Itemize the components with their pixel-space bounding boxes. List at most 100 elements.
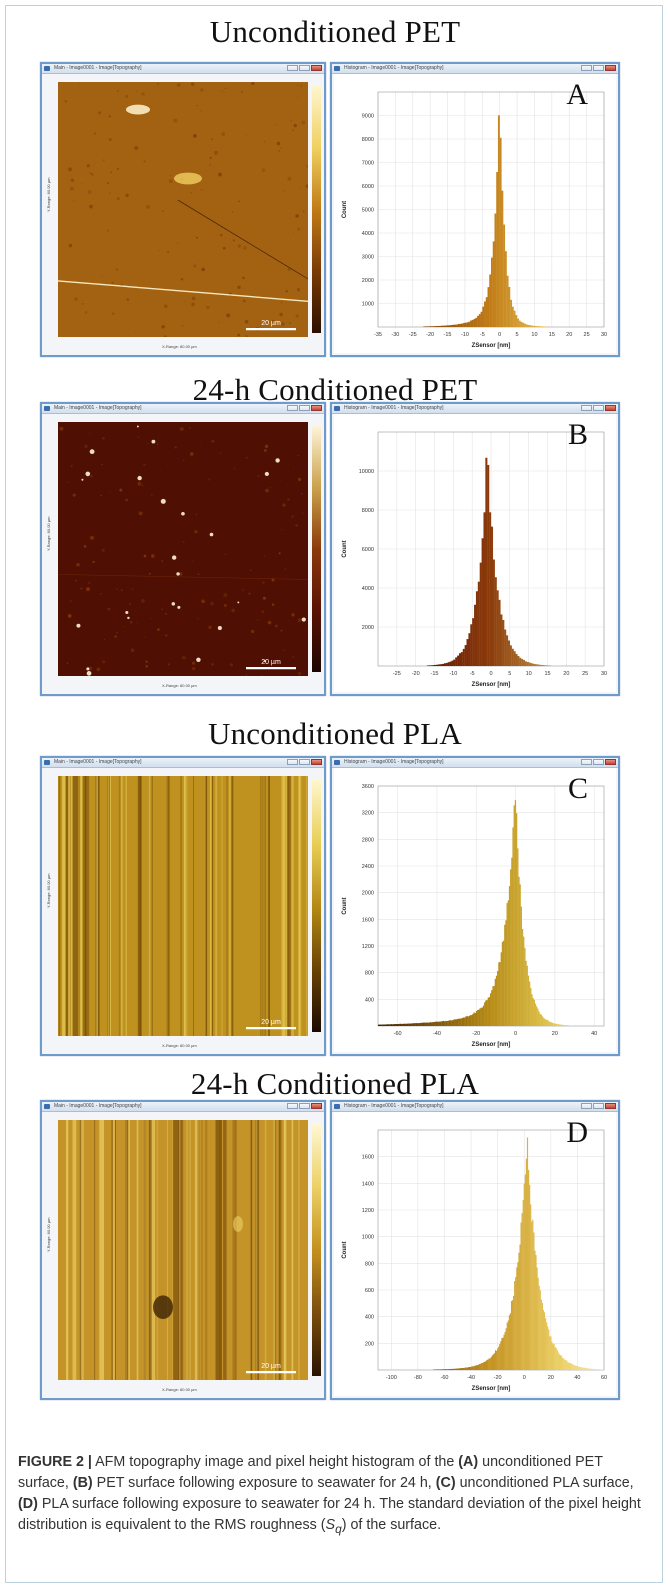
maximize-button[interactable] [593, 759, 604, 765]
histogram-bar [459, 323, 462, 327]
maximize-button[interactable] [593, 1103, 604, 1109]
maximize-button[interactable] [299, 1103, 310, 1109]
x-tick-label: 0 [498, 332, 501, 338]
histogram-bar [507, 1320, 509, 1370]
histogram-bar [466, 322, 469, 327]
x-tick-label: 20 [552, 1031, 558, 1037]
histogram-bar [441, 1021, 443, 1026]
surface-grain [96, 667, 101, 672]
histogram-bar [497, 1348, 499, 1370]
histogram-bar [518, 1252, 520, 1370]
minimize-button[interactable] [287, 65, 298, 71]
histogram-bar [525, 324, 528, 327]
maximize-button[interactable] [593, 65, 604, 71]
histogram-bar [560, 1355, 563, 1370]
histogram-bar [497, 115, 500, 327]
surface-grain [102, 437, 105, 440]
surface-grain [148, 572, 151, 575]
histogram-bar [473, 318, 476, 327]
histogram-bar [539, 1013, 541, 1026]
caption-part: (C) [435, 1475, 456, 1491]
histogram-bar [488, 1358, 490, 1370]
surface-grain [292, 232, 294, 233]
close-button[interactable] [311, 405, 322, 411]
minimize-button[interactable] [581, 405, 592, 411]
histogram-bar [454, 1019, 456, 1026]
histogram-bar [451, 1368, 453, 1370]
surface-streak [70, 776, 73, 1036]
surface-streak [138, 776, 142, 1036]
y-tick-label: 1200 [362, 944, 374, 950]
surface-grain [201, 267, 205, 272]
caption-part: q [335, 1521, 342, 1536]
surface-particle [275, 458, 280, 463]
minimize-button[interactable] [581, 1103, 592, 1109]
maximize-button[interactable] [593, 405, 604, 411]
close-button[interactable] [605, 65, 616, 71]
y-axis-label: Count [342, 540, 348, 557]
surface-grain [297, 84, 299, 86]
surface-grain [245, 674, 248, 676]
y-range-label: Y-Range: 80.00 µm [46, 1217, 51, 1252]
surface-streak [96, 776, 98, 1036]
surface-streak [111, 1120, 114, 1380]
panel-letter: D [566, 1116, 588, 1149]
y-axis-label: Count [342, 897, 348, 914]
close-button[interactable] [605, 759, 616, 765]
histogram-bar [470, 320, 473, 327]
histogram-bar [502, 620, 505, 666]
topography-background [58, 776, 308, 1036]
minimize-button[interactable] [287, 1103, 298, 1109]
histogram-bar [435, 326, 438, 327]
histogram-bar [447, 1369, 449, 1370]
surface-grain [88, 666, 93, 671]
maximize-button[interactable] [299, 405, 310, 411]
x-tick-label: -60 [440, 1375, 448, 1381]
histogram-bar [583, 1367, 585, 1370]
surface-grain [125, 94, 129, 98]
surface-particle [137, 475, 142, 481]
histogram-bar [486, 1359, 488, 1370]
surface-grain [193, 264, 197, 268]
histogram-bar [457, 655, 460, 666]
minimize-button[interactable] [287, 405, 298, 411]
close-button[interactable] [311, 1103, 322, 1109]
surface-streak [181, 1120, 183, 1380]
histogram-bar [561, 1357, 564, 1370]
close-button[interactable] [605, 1103, 616, 1109]
histogram-bar [444, 325, 446, 327]
histogram-bar [458, 1368, 461, 1370]
histogram-bar [440, 1021, 442, 1026]
afm-image-window: Main - Image0001 - Image[Topography] 20 µ… [40, 402, 326, 696]
surface-streak [180, 776, 182, 1036]
close-button[interactable] [605, 405, 616, 411]
surface-streak [229, 776, 232, 1036]
histogram-bar [442, 325, 445, 327]
histogram-bar [535, 1255, 537, 1370]
histogram-bar [487, 997, 489, 1026]
x-tick-label: -20 [494, 1375, 502, 1381]
minimize-button[interactable] [581, 759, 592, 765]
histogram-bar [483, 512, 486, 666]
surface-grain [84, 310, 88, 314]
close-button[interactable] [311, 65, 322, 71]
histogram-bar [462, 1367, 464, 1370]
surface-grain [237, 244, 241, 248]
surface-grain [165, 612, 167, 615]
histogram-bar [447, 1020, 449, 1026]
surface-grain [90, 474, 93, 478]
histogram-plot-area: -25 -20 -15 -10 -5 0 5 10 15 20 25 30 2000 4000 6000 80… [334, 414, 616, 692]
histogram-bar [472, 618, 475, 666]
surface-grain [126, 298, 130, 301]
surface-grain [181, 324, 184, 327]
minimize-button[interactable] [581, 65, 592, 71]
histogram-bar [516, 1267, 518, 1370]
x-axis-label: ZSensor [nm] [472, 1386, 511, 1392]
histogram-bar [433, 1021, 435, 1026]
maximize-button[interactable] [299, 65, 310, 71]
histogram-bar [520, 906, 522, 1026]
histogram-bar [434, 1369, 436, 1370]
maximize-button[interactable] [299, 759, 310, 765]
close-button[interactable] [311, 759, 322, 765]
minimize-button[interactable] [287, 759, 298, 765]
